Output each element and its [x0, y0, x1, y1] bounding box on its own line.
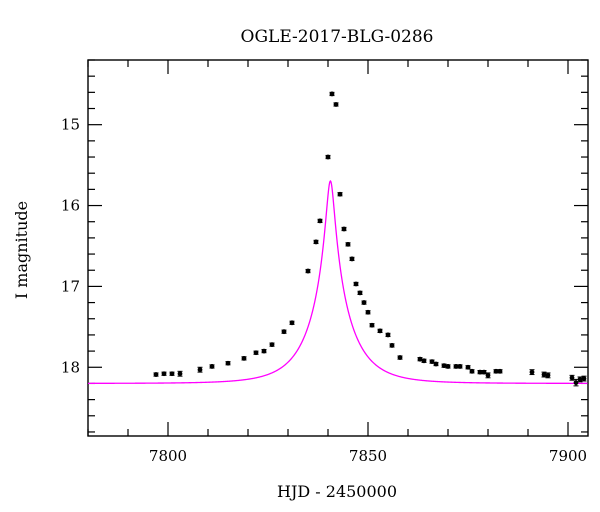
data-point	[349, 256, 355, 262]
data-point	[341, 226, 347, 232]
data-point	[161, 371, 167, 377]
data-point	[577, 376, 583, 382]
data-point	[313, 239, 319, 245]
data-point	[329, 91, 335, 97]
data-point	[305, 268, 311, 274]
data-point	[365, 309, 371, 315]
data-point	[545, 372, 551, 378]
data-point	[433, 361, 439, 367]
data-point	[581, 376, 587, 381]
data-point	[357, 290, 363, 296]
data-point	[153, 372, 159, 377]
data-point	[197, 367, 203, 373]
data-point	[377, 328, 383, 334]
data-point	[225, 360, 231, 366]
data-point	[289, 320, 295, 326]
data-point	[457, 364, 463, 369]
data-point	[529, 369, 535, 375]
data-point	[421, 358, 427, 364]
data-point	[209, 364, 215, 369]
chart-title: OGLE-2017-BLG-0286	[241, 27, 434, 47]
data-point	[417, 356, 423, 362]
data-point	[453, 364, 459, 369]
data-point	[253, 350, 259, 356]
data-point	[441, 363, 447, 369]
model-curve	[88, 179, 588, 385]
data-point	[281, 329, 287, 335]
data-point	[337, 191, 343, 197]
data-point	[369, 322, 375, 328]
data-point	[261, 348, 267, 354]
x-tick-label: 7800	[149, 447, 187, 465]
data-point	[541, 372, 547, 377]
data-point	[169, 371, 175, 377]
plot-frame	[87, 59, 589, 437]
y-tick-label: 18	[61, 358, 80, 376]
x-tick-label: 7850	[349, 447, 387, 465]
data-point	[177, 371, 183, 377]
data-point	[333, 102, 339, 107]
data-point	[481, 369, 487, 375]
plot-area: 7800 7850 7900 15 16 17 18	[61, 59, 589, 465]
data-point	[477, 369, 483, 375]
y-tick-label: 16	[61, 197, 80, 215]
data-point	[397, 355, 403, 360]
y-tick-label: 17	[61, 277, 80, 295]
data-point	[345, 241, 351, 247]
data-point	[241, 355, 247, 361]
data-point	[445, 364, 451, 369]
data-point	[465, 364, 471, 370]
y-tick-label: 15	[61, 116, 80, 134]
data-point	[361, 300, 367, 305]
data-point	[389, 343, 395, 348]
data-point	[429, 359, 435, 365]
data-point	[569, 375, 575, 381]
data-point	[485, 372, 491, 378]
y-axis-label: I magnitude	[12, 201, 31, 299]
data-point	[469, 368, 475, 374]
data-point	[497, 368, 503, 374]
data-point	[493, 368, 499, 374]
data-point	[269, 342, 275, 348]
data-point	[325, 154, 331, 160]
data-point	[317, 218, 323, 224]
data-point	[573, 380, 579, 386]
data-point	[385, 332, 391, 338]
x-axis-label: HJD - 2450000	[277, 482, 397, 501]
x-tick-label: 7900	[549, 447, 587, 465]
data-point	[353, 281, 359, 287]
